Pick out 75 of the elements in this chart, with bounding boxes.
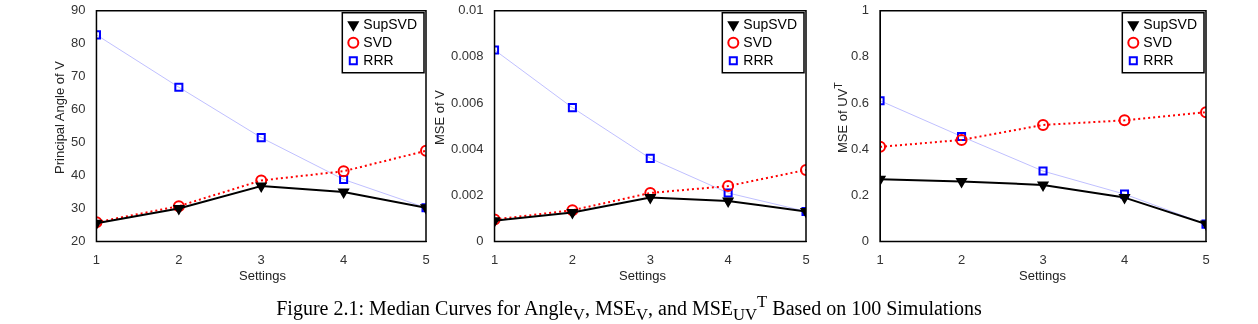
x-tick-label: 5 [422, 251, 430, 267]
x-axis-title: Settings [618, 268, 667, 283]
y-tick-label: 80 [70, 35, 86, 51]
legend-label: SVD [363, 33, 393, 50]
y-tick-label: 0.2 [850, 186, 870, 202]
point [256, 133, 266, 143]
y-axis-title: MSE of V [432, 89, 448, 147]
x-tick-label: 5 [802, 251, 810, 267]
point [956, 177, 967, 188]
legend-label: SVD [743, 33, 773, 50]
point [644, 186, 657, 199]
point [338, 188, 349, 198]
point [1037, 118, 1050, 131]
point [722, 197, 734, 208]
point [722, 180, 735, 193]
y-tick-label: 70 [70, 68, 86, 84]
point [172, 200, 185, 213]
x-tick-label: 2 [957, 251, 966, 267]
x-tick-label: 1 [490, 251, 499, 267]
caption: Figure 2.1: Median Curves for Angle$_{V}$, MSE$_{V}$, and MSE$_{UV}$$^{T}$ Based on 100 Simulations [275, 292, 983, 324]
y-tick-label: 0.002 [450, 186, 484, 202]
x-tick-label: 4 [1120, 251, 1129, 267]
y-tick-label: 0.006 [450, 94, 484, 110]
x-axis-title: Settings [1018, 268, 1067, 283]
legend-label: RRR [743, 51, 774, 68]
point [645, 153, 655, 163]
x-tick-label: 2 [175, 251, 183, 267]
legend-label: SVD [1143, 33, 1173, 50]
point [1038, 166, 1048, 176]
y-tick-label: 50 [70, 134, 86, 150]
y-tick-label: 0 [861, 232, 870, 248]
x-axis-title: Settings [238, 268, 287, 283]
y-tick-label: 0.004 [450, 140, 484, 156]
point [723, 188, 733, 198]
y-tick-label: 20 [70, 232, 86, 248]
y-tick-label: 0 [476, 232, 484, 248]
point [957, 131, 967, 142]
legend-label: SupSVD [743, 15, 798, 32]
legend-label: RRR [1143, 51, 1174, 68]
legend-label: SupSVD [363, 15, 418, 32]
y-tick-label: 90 [70, 2, 86, 18]
y-tick-label: 40 [70, 167, 86, 183]
point [644, 194, 656, 204]
point [1037, 181, 1049, 191]
x-tick-label: 3 [257, 251, 265, 267]
point [339, 174, 349, 184]
y-tick-label: 0.01 [458, 2, 484, 18]
x-tick-label: 3 [1039, 251, 1047, 267]
x-tick-label: 3 [646, 251, 654, 267]
point [567, 209, 578, 219]
point [174, 82, 184, 92]
y-tick-label: 0.4 [850, 140, 870, 156]
point [1119, 194, 1130, 204]
legend-label: RRR [363, 51, 394, 68]
x-tick-label: 4 [340, 251, 348, 267]
point [255, 182, 267, 193]
y-tick-label: 0.8 [850, 48, 870, 64]
y-axis-title: Principal Angle of V [52, 60, 68, 176]
x-tick-label: 4 [724, 251, 732, 267]
x-tick-label: 1 [92, 251, 101, 267]
legend-label: SupSVD [1143, 15, 1198, 32]
y-tick-label: 60 [70, 101, 86, 117]
x-tick-label: 2 [568, 251, 577, 267]
x-tick-label: 5 [1202, 251, 1210, 267]
point [337, 165, 350, 178]
y-tick-label: 0.008 [450, 48, 484, 64]
point [173, 204, 185, 215]
y-tick-label: 1 [861, 2, 870, 18]
y-tick-label: 30 [70, 200, 86, 216]
x-tick-label: 1 [876, 251, 884, 267]
y-tick-label: 0.6 [850, 94, 870, 110]
point [566, 204, 579, 217]
point [1118, 114, 1131, 127]
point [955, 133, 968, 146]
point [567, 103, 577, 113]
